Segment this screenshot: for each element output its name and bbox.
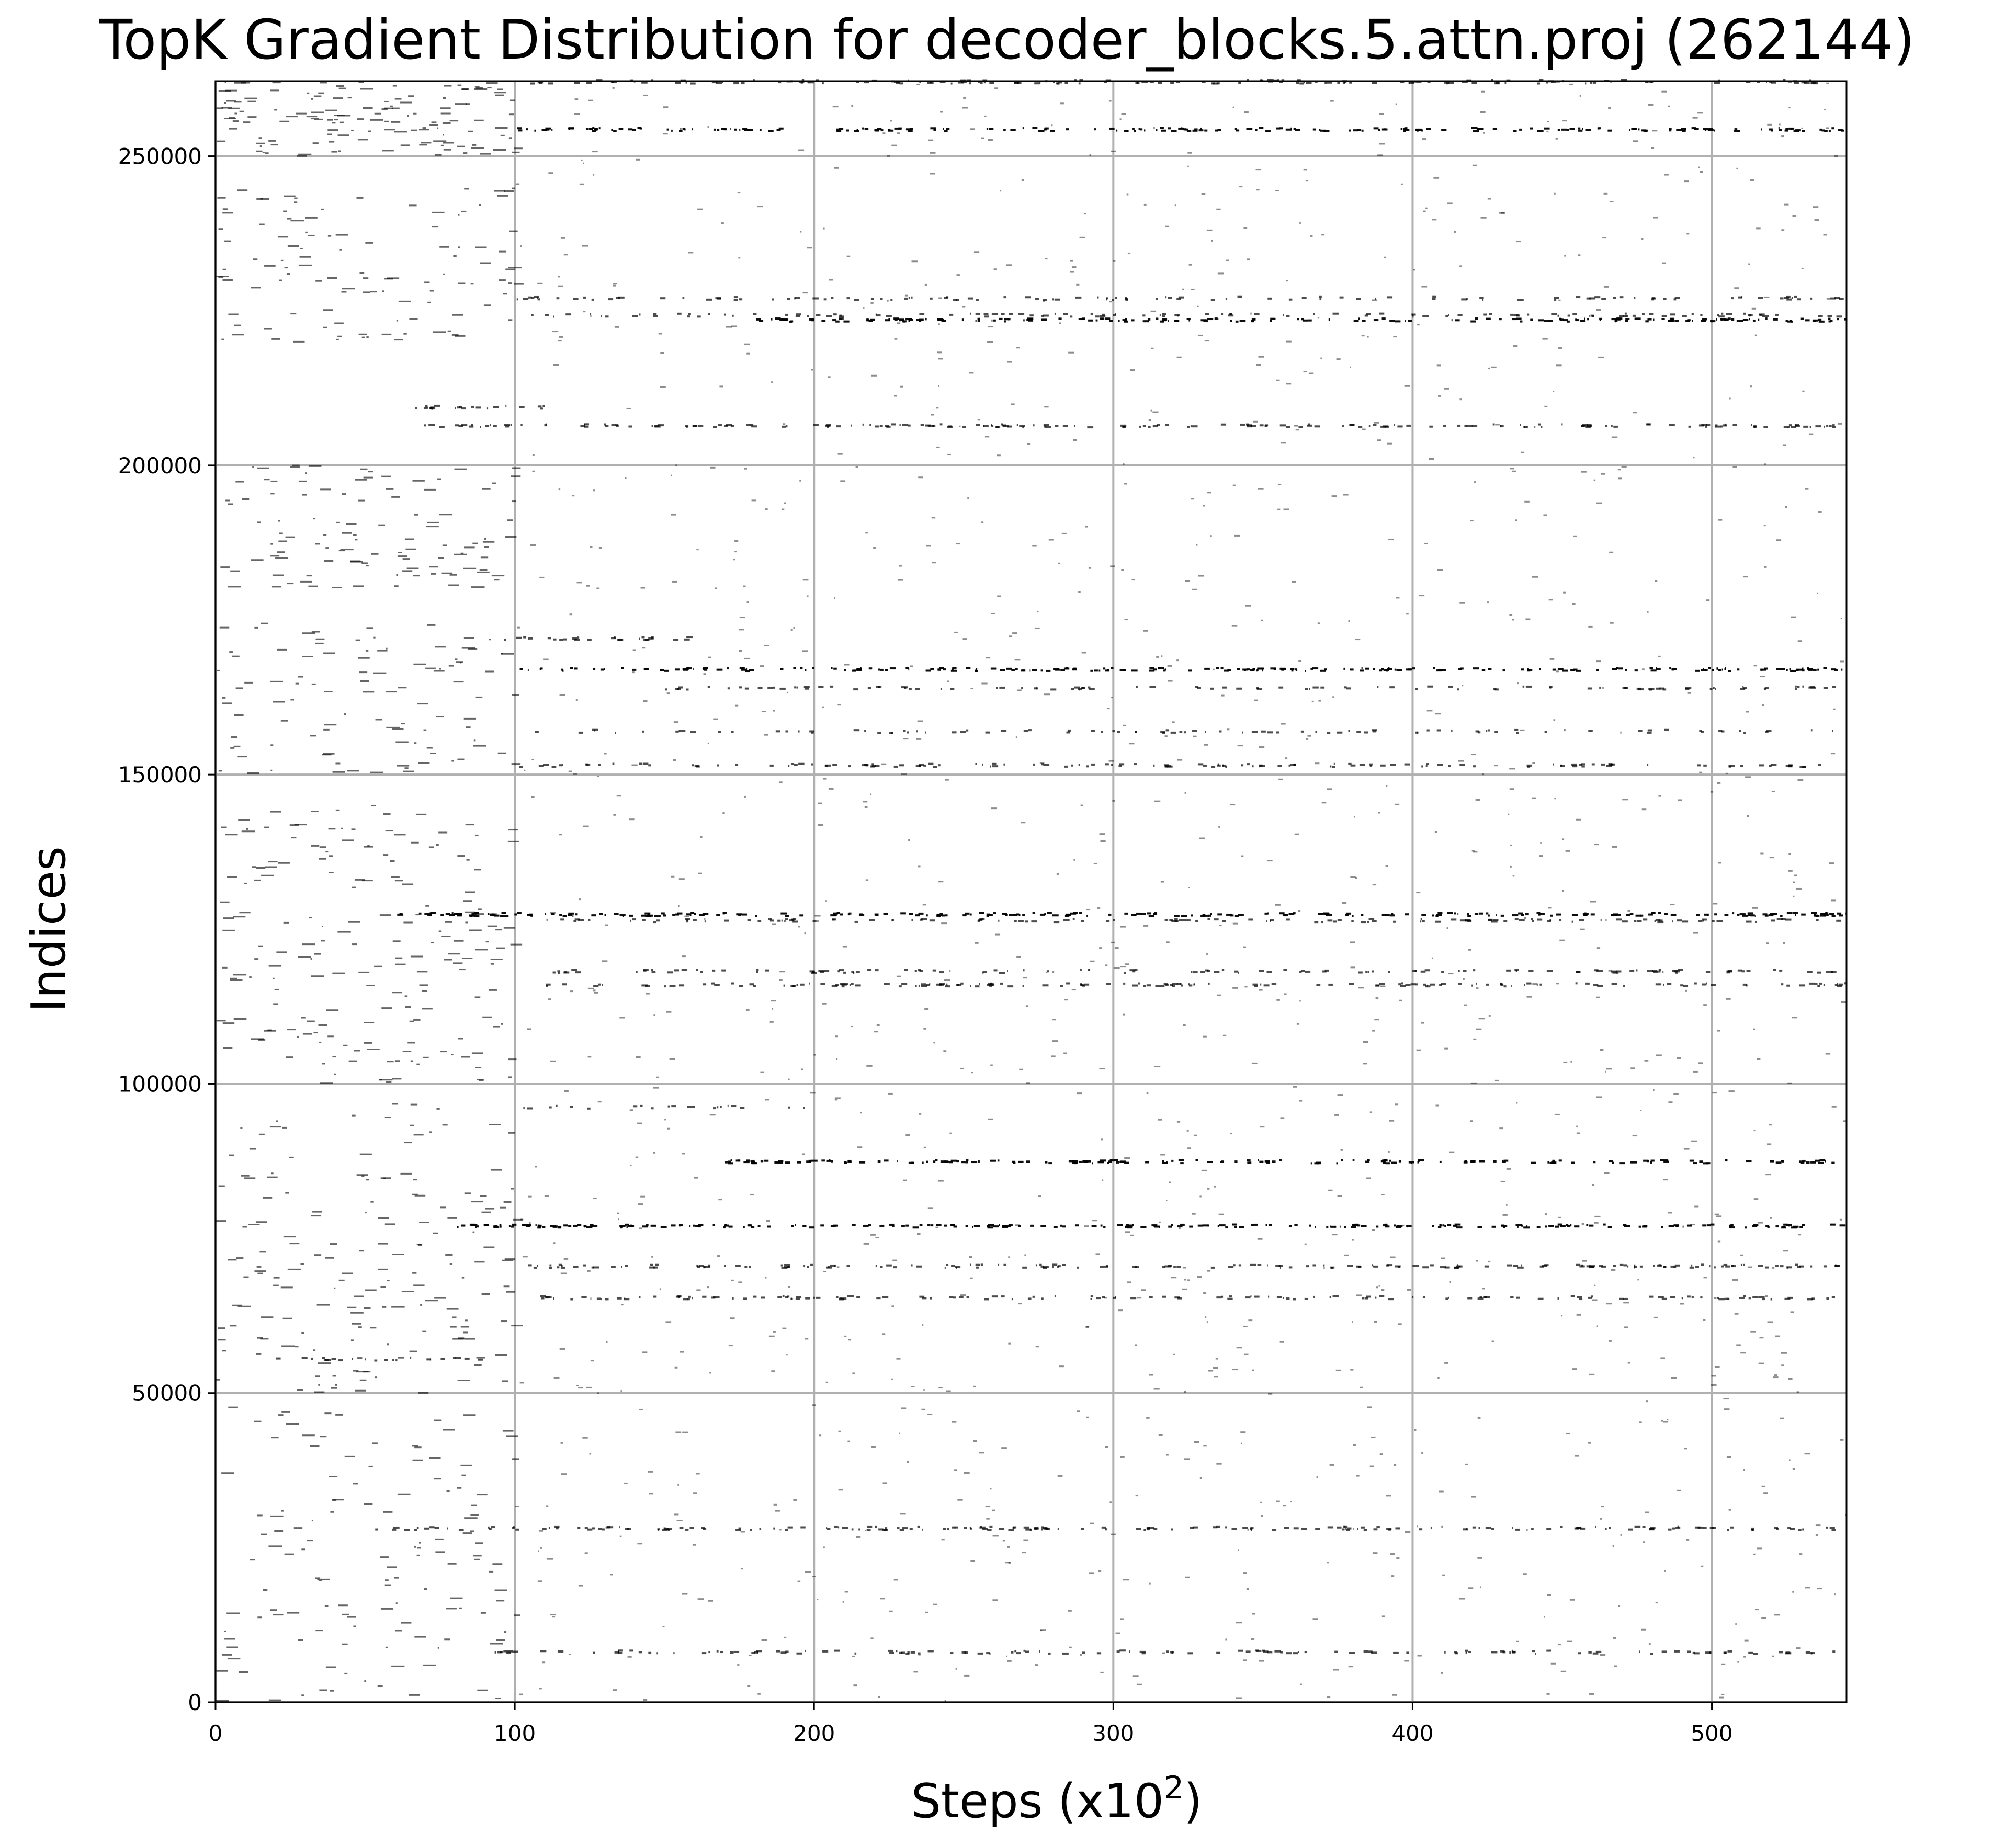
chart-title: TopK Gradient Distribution for decoder_b…	[99, 8, 1915, 72]
plot-grid	[214, 81, 1847, 1703]
plot-marks	[216, 79, 1847, 1702]
